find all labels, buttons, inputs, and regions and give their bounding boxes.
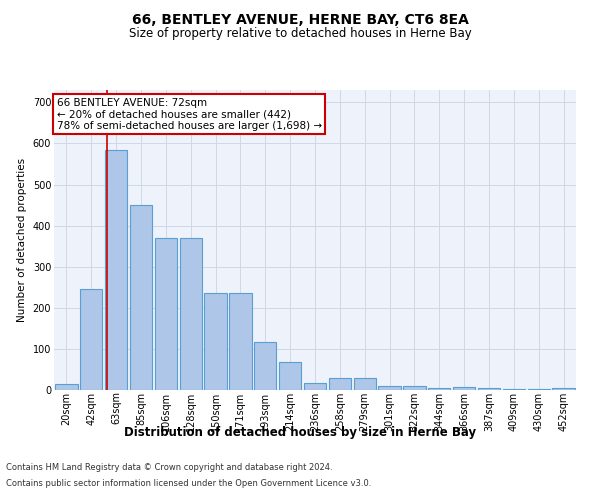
- Bar: [379, 386, 401, 390]
- Text: 66 BENTLEY AVENUE: 72sqm
← 20% of detached houses are smaller (442)
78% of semi-: 66 BENTLEY AVENUE: 72sqm ← 20% of detach…: [56, 98, 322, 130]
- Bar: [478, 388, 500, 390]
- Y-axis label: Number of detached properties: Number of detached properties: [17, 158, 27, 322]
- Bar: [503, 389, 525, 390]
- Text: Distribution of detached houses by size in Herne Bay: Distribution of detached houses by size …: [124, 426, 476, 439]
- Bar: [179, 238, 202, 390]
- Bar: [130, 205, 152, 390]
- Text: Size of property relative to detached houses in Herne Bay: Size of property relative to detached ho…: [128, 28, 472, 40]
- Text: Contains public sector information licensed under the Open Government Licence v3: Contains public sector information licen…: [6, 478, 371, 488]
- Bar: [403, 386, 425, 390]
- Bar: [254, 342, 277, 390]
- Bar: [304, 382, 326, 390]
- Bar: [80, 290, 103, 390]
- Bar: [553, 388, 575, 390]
- Bar: [353, 378, 376, 390]
- Bar: [279, 362, 301, 390]
- Bar: [229, 294, 251, 390]
- Bar: [329, 378, 351, 390]
- Bar: [527, 389, 550, 390]
- Bar: [155, 238, 177, 390]
- Bar: [205, 294, 227, 390]
- Bar: [453, 386, 475, 390]
- Bar: [105, 150, 127, 390]
- Bar: [428, 388, 451, 390]
- Bar: [55, 384, 77, 390]
- Text: Contains HM Land Registry data © Crown copyright and database right 2024.: Contains HM Land Registry data © Crown c…: [6, 464, 332, 472]
- Text: 66, BENTLEY AVENUE, HERNE BAY, CT6 8EA: 66, BENTLEY AVENUE, HERNE BAY, CT6 8EA: [131, 12, 469, 26]
